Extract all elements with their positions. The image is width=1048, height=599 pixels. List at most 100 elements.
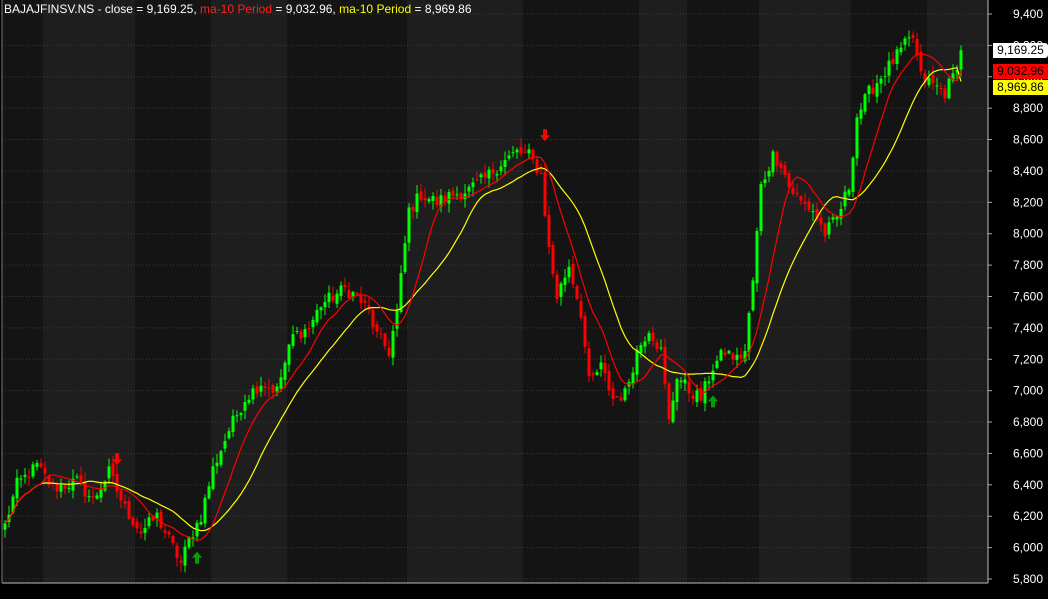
candle-body bbox=[15, 477, 19, 499]
candle-body bbox=[175, 545, 179, 559]
candle-body bbox=[111, 463, 115, 477]
candle-body bbox=[303, 329, 307, 338]
candle-body bbox=[167, 531, 171, 535]
candle-body bbox=[823, 223, 827, 237]
candle-body bbox=[699, 388, 703, 401]
candle-body bbox=[503, 159, 507, 168]
candle-body bbox=[143, 527, 147, 533]
candle-body bbox=[235, 415, 239, 417]
y-tick-label: 8,600 bbox=[1013, 133, 1043, 147]
candle-body bbox=[551, 245, 555, 274]
candle-body bbox=[847, 189, 851, 195]
candle-body bbox=[907, 37, 911, 39]
y-tick-label: 8,800 bbox=[1013, 101, 1043, 115]
candle-body bbox=[471, 182, 475, 188]
candle-body bbox=[635, 349, 639, 375]
candle-body bbox=[355, 292, 359, 295]
candle-body bbox=[387, 347, 391, 356]
candle-body bbox=[555, 274, 559, 300]
candle-body bbox=[919, 51, 923, 72]
candle-body bbox=[643, 341, 647, 347]
candle-body bbox=[279, 377, 283, 389]
ma1-legend-label: ma-10 Period bbox=[199, 2, 273, 16]
candle-body bbox=[507, 155, 511, 159]
candle-body bbox=[475, 179, 479, 181]
candle-body bbox=[891, 58, 895, 64]
candle-body bbox=[759, 184, 763, 232]
candle-body bbox=[299, 331, 303, 339]
candle-body bbox=[223, 441, 227, 449]
ma2-legend-value: = 8,969.86 bbox=[411, 2, 472, 16]
background-band bbox=[927, 0, 988, 583]
candle-body bbox=[943, 88, 947, 99]
candle-body bbox=[723, 352, 727, 355]
candle-body bbox=[11, 496, 15, 513]
candle-body bbox=[435, 196, 439, 206]
candle-body bbox=[603, 363, 607, 374]
candle-body bbox=[771, 151, 775, 173]
buy-arrow-icon bbox=[192, 551, 202, 564]
candle-body bbox=[803, 201, 807, 204]
y-tick-label: 7,400 bbox=[1013, 321, 1043, 335]
candle-body bbox=[251, 388, 255, 400]
candle-body bbox=[331, 295, 335, 301]
candle-body bbox=[59, 484, 63, 492]
candle-body bbox=[867, 85, 871, 95]
candle-body bbox=[711, 370, 715, 381]
candle-body bbox=[683, 379, 687, 384]
candle-body bbox=[119, 490, 123, 501]
candle-body bbox=[415, 193, 419, 213]
candle-body bbox=[579, 301, 583, 318]
candle-body bbox=[547, 214, 551, 247]
background-band bbox=[851, 0, 927, 583]
candle-body bbox=[439, 195, 443, 207]
candle-body bbox=[427, 199, 431, 202]
candle-body bbox=[107, 466, 111, 479]
candle-body bbox=[115, 473, 119, 492]
candle-body bbox=[347, 290, 351, 299]
candle-body bbox=[679, 380, 683, 383]
candle-body bbox=[311, 319, 315, 327]
candle-body bbox=[155, 512, 159, 519]
close-price-label: 9,169.25 bbox=[993, 43, 1048, 58]
candle-body bbox=[327, 292, 331, 303]
candle-body bbox=[219, 451, 223, 465]
candle-body bbox=[895, 49, 899, 64]
candle-body bbox=[667, 383, 671, 420]
candle-body bbox=[87, 496, 91, 498]
candle-body bbox=[659, 347, 663, 349]
candle-body bbox=[675, 378, 679, 402]
candle-body bbox=[915, 38, 919, 55]
candle-body bbox=[359, 295, 363, 304]
candle-body bbox=[927, 78, 931, 85]
candle-body bbox=[671, 400, 675, 423]
candle-body bbox=[343, 285, 347, 288]
candle-body bbox=[259, 385, 263, 392]
background-band bbox=[759, 0, 851, 583]
candle-body bbox=[71, 478, 75, 491]
background-band bbox=[407, 0, 523, 583]
candle-body bbox=[83, 481, 87, 497]
candle-body bbox=[131, 517, 135, 525]
candle-body bbox=[811, 211, 815, 213]
candle-body bbox=[275, 386, 279, 392]
candle-body bbox=[211, 466, 215, 490]
y-tick-label: 7,600 bbox=[1013, 290, 1043, 304]
candle-body bbox=[351, 291, 355, 298]
candle-body bbox=[495, 174, 499, 176]
candle-body bbox=[535, 159, 539, 174]
candle-body bbox=[95, 495, 99, 499]
candle-body bbox=[735, 354, 739, 360]
candle-body bbox=[791, 187, 795, 194]
candle-body bbox=[651, 332, 655, 342]
y-tick-label: 9,400 bbox=[1013, 7, 1043, 21]
candle-body bbox=[371, 309, 375, 328]
y-tick-label: 8,200 bbox=[1013, 195, 1043, 209]
candle-body bbox=[739, 354, 743, 359]
candle-body bbox=[935, 85, 939, 87]
candle-body bbox=[827, 222, 831, 235]
candle-body bbox=[411, 206, 415, 211]
candle-body bbox=[379, 333, 383, 335]
